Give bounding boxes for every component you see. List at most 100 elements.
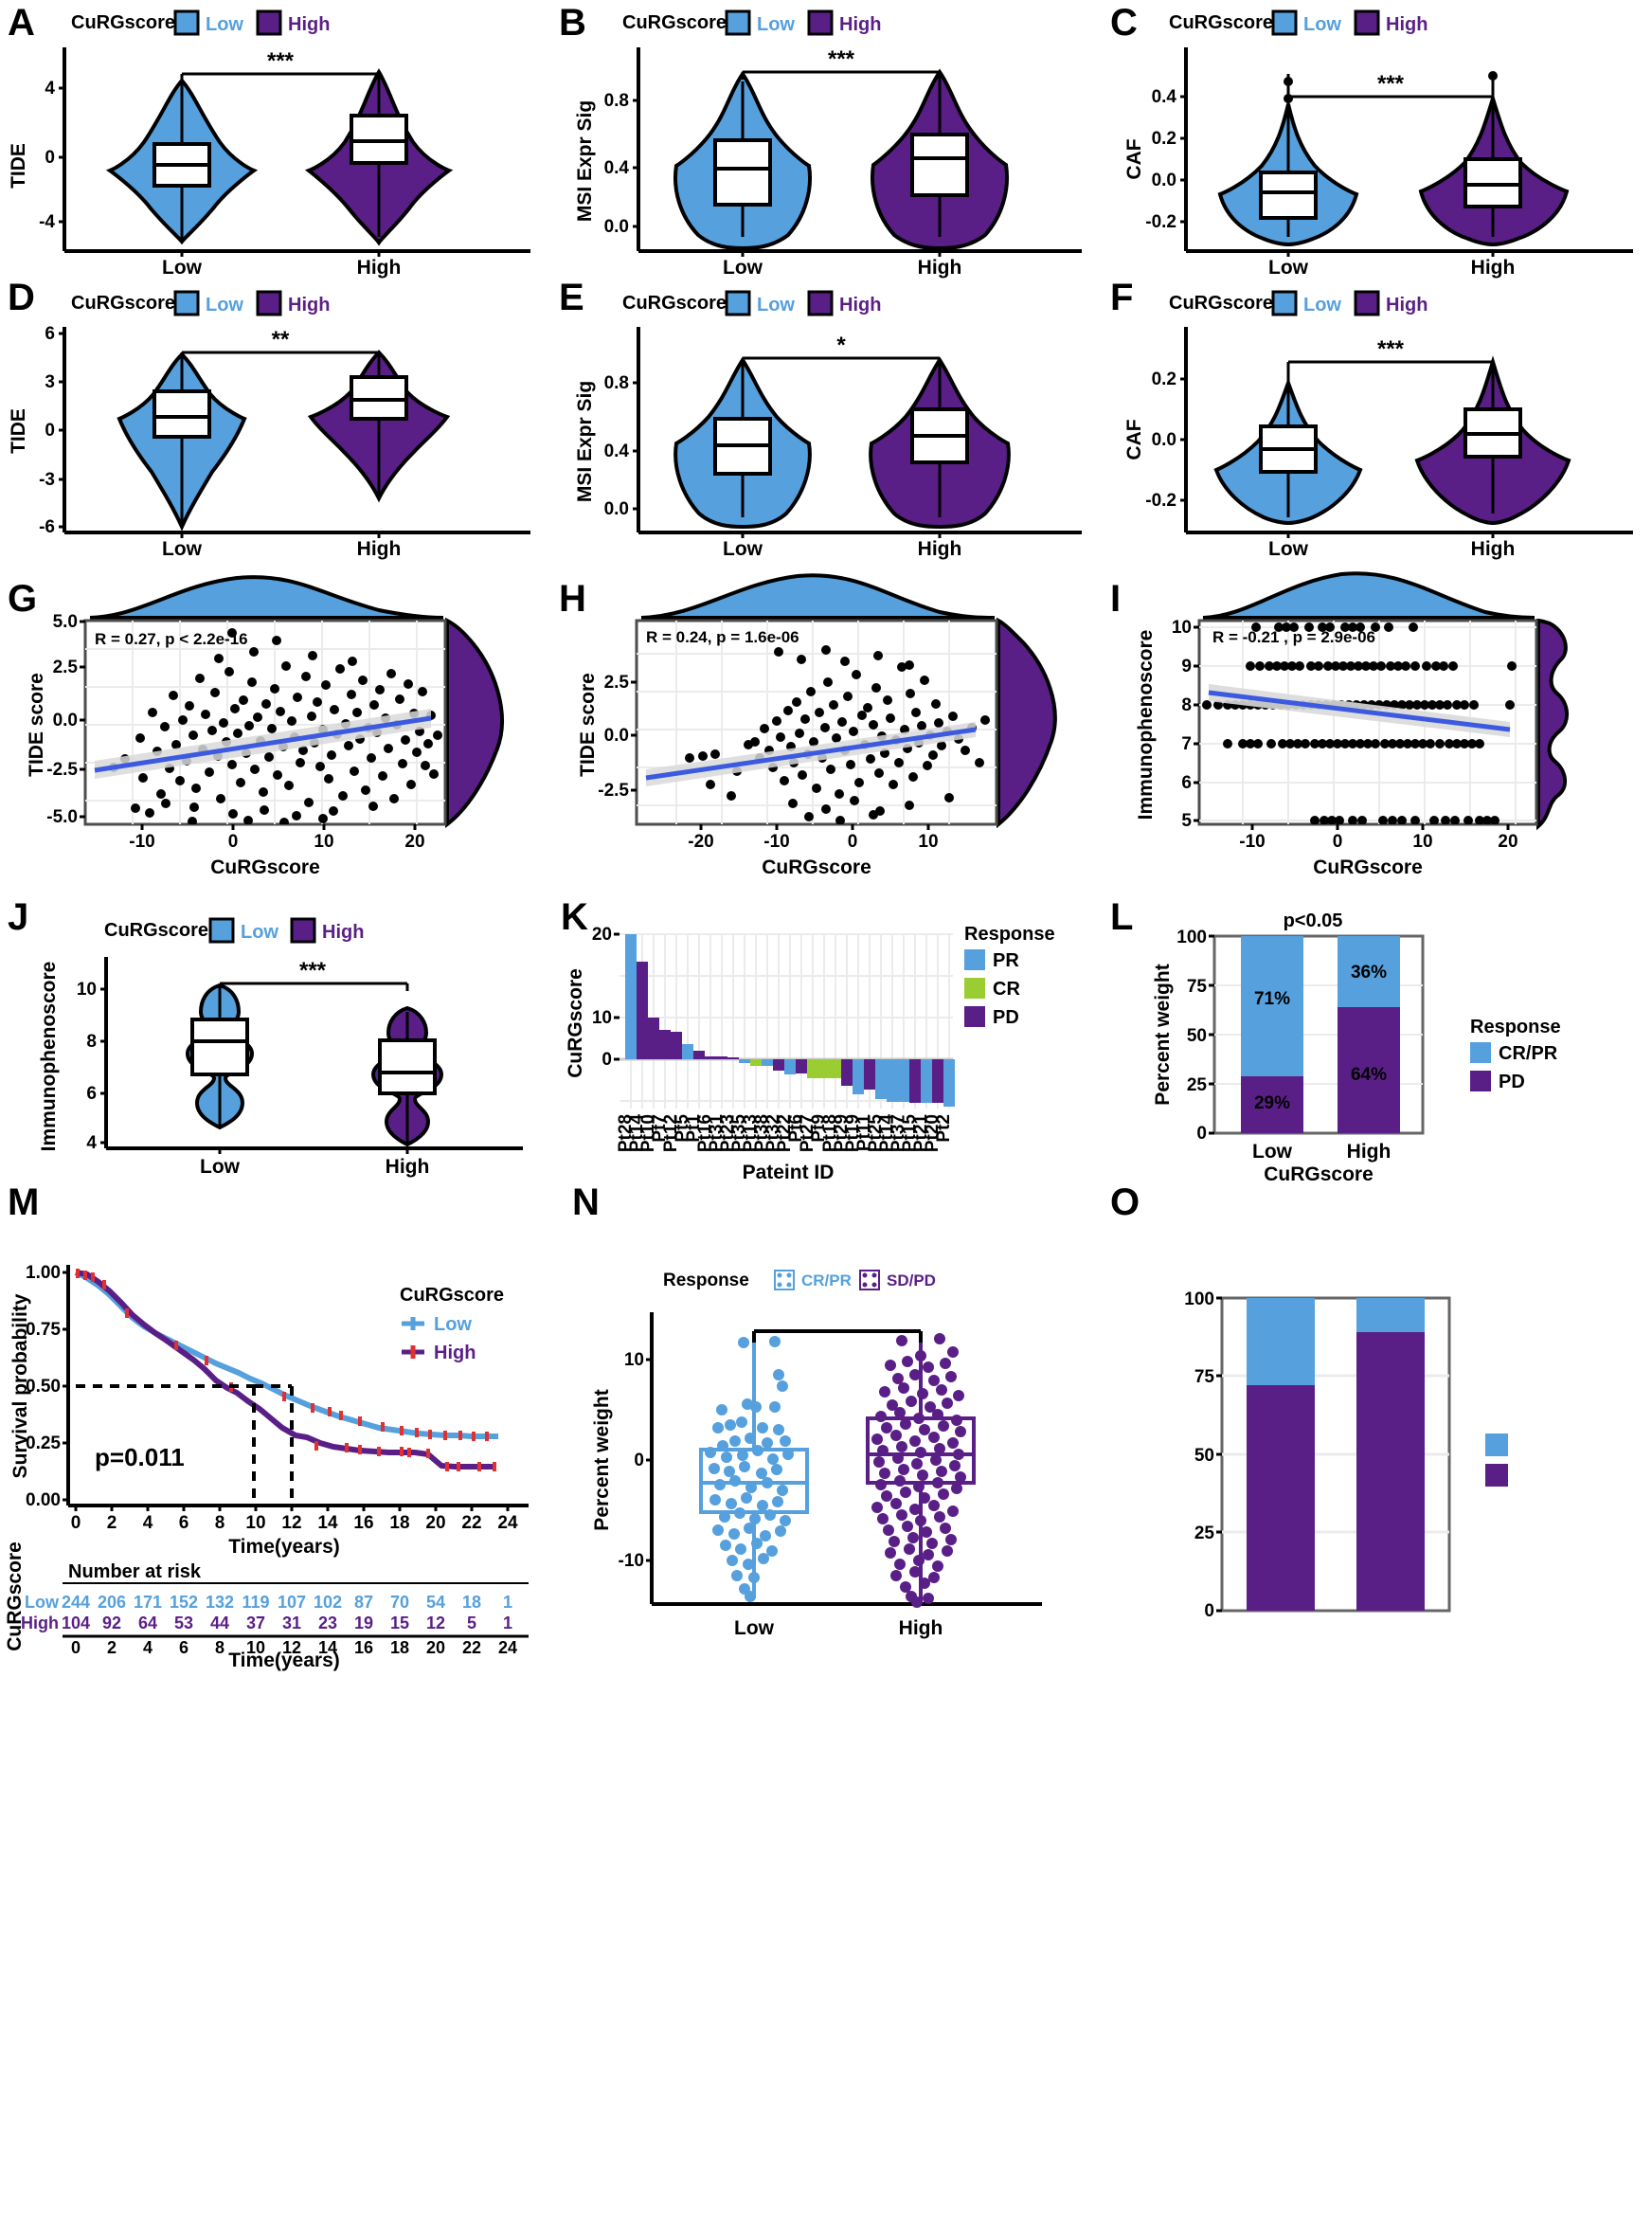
svg-text:18: 18: [389, 1513, 409, 1533]
bars-K: [625, 934, 955, 1107]
ytick-E-0: 0.8: [604, 373, 629, 393]
box-low-B: [713, 138, 772, 207]
svg-text:6: 6: [179, 1638, 189, 1657]
points-crpr-N: [705, 1336, 794, 1602]
svg-text:Pt28: Pt28: [616, 1114, 636, 1152]
legend-swatch-low-E: [725, 290, 751, 316]
scatter-chart-I: R = -0.21 , p = 2.9e-06 10 9 8 7 6 5 Imm…: [1135, 571, 1569, 878]
correlation-annotation-I: R = -0.21 , p = 2.9e-06: [1212, 628, 1375, 646]
svg-text:132: 132: [206, 1593, 234, 1612]
xlabel-G: CuRGscore: [210, 857, 320, 878]
bar-K-22: [875, 1059, 887, 1099]
legend-swatch-sdpd-N: [859, 1270, 880, 1290]
ylabel-N: Percent weight: [591, 1389, 613, 1530]
ytick-E-1: 0.4: [604, 442, 630, 461]
svg-text:0: 0: [71, 1638, 81, 1657]
svg-text:Pt23: Pt23: [718, 1114, 738, 1152]
legend-label-high-B: High: [839, 14, 881, 35]
svg-text:Pt5: Pt5: [673, 1114, 692, 1143]
legend-swatch-low-D: [173, 290, 200, 316]
ytick-J-0: 10: [77, 980, 97, 1000]
svg-text:Pt32: Pt32: [763, 1114, 783, 1152]
ylabel-B: MSI Expr Sig: [574, 100, 596, 222]
svg-text:16: 16: [354, 1638, 373, 1657]
ytick-D-4: -6: [39, 517, 55, 537]
bar-chart-L: p<0.05 71% 29% 36% 64% 100 75 50 25 0 Pe…: [1152, 911, 1561, 1185]
marginal-density-top-I: [1202, 571, 1535, 620]
panel-D: D CuRGscore Low High 6 3 0 -3 -6 TIDE **…: [0, 275, 549, 560]
legend-swatch-low-A: [173, 9, 200, 36]
xtick-C-0: Low: [1268, 257, 1309, 279]
bar-O-low-crpr: [1247, 1298, 1315, 1385]
legend-label-high-J: High: [322, 922, 364, 943]
panel-F: F CuRGscore Low High 0.2 0.0 -0.2 CAF **…: [1103, 275, 1652, 560]
svg-text:19: 19: [354, 1614, 373, 1632]
ytick-C-0: 0.4: [1152, 87, 1177, 107]
svg-text:Pt20: Pt20: [923, 1114, 943, 1152]
panel-label-C: C: [1110, 2, 1138, 44]
panel-H: H: [551, 568, 1103, 881]
svg-text:24: 24: [497, 1513, 518, 1533]
ylabel-K: CuRGscore: [565, 968, 586, 1078]
svg-text:44: 44: [210, 1614, 229, 1632]
bar-K-18: [830, 1059, 841, 1078]
svg-text:Pt29: Pt29: [832, 1114, 852, 1152]
legend-label-high-M: High: [434, 1343, 476, 1363]
bar-L-low-pd: [1241, 1076, 1303, 1133]
ytick-C-2: 0.0: [1152, 171, 1176, 190]
legend-title-E: CuRGscore: [622, 293, 727, 314]
violin-chart-A: CuRGscore Low High 4 0 -4 TIDE *** Low H…: [8, 9, 530, 279]
ylabel-C: CAF: [1123, 138, 1145, 179]
ytick-F-0: 0.2: [1152, 370, 1176, 389]
xtick-N-1: High: [899, 1617, 943, 1639]
xtick-D-1: High: [357, 538, 402, 560]
legend-swatch-high-C: [1354, 9, 1380, 36]
box-low-C: [1259, 171, 1318, 220]
legend-title-A: CuRGscore: [71, 12, 175, 33]
svg-text:12: 12: [282, 1638, 301, 1657]
bar-K-13: [773, 1059, 784, 1071]
fit-line-G: [94, 715, 432, 773]
xtick-A-1: High: [357, 257, 402, 279]
ytick-B-1: 0.4: [604, 158, 630, 178]
svg-text:2: 2: [107, 1513, 117, 1533]
legend-label-high-E: High: [839, 295, 881, 316]
svg-text:18: 18: [462, 1593, 481, 1612]
svg-text:6: 6: [179, 1513, 189, 1533]
significance-B: ***: [828, 46, 855, 72]
panel-M: M 1.00 0.75 0.50 0.25 0.00 Survival prob…: [0, 1180, 568, 1671]
ytick-I-4: 6: [1181, 773, 1192, 793]
legend-label-high-C: High: [1386, 14, 1428, 35]
xtick-J-1: High: [386, 1156, 430, 1178]
bar-K-23: [887, 1059, 898, 1102]
ylabel-E: MSI Expr Sig: [574, 381, 596, 502]
bar-K-11: [750, 1059, 762, 1066]
legend-label-crpr-L: CR/PR: [1499, 1043, 1558, 1064]
ylabel-J: Immunophenoscore: [38, 962, 60, 1152]
svg-text:14: 14: [317, 1513, 338, 1533]
violin-chart-J: CuRGscore Low High 10 8 6 4 Immunophenos…: [38, 917, 523, 1178]
survival-curve-high-M: [75, 1270, 496, 1470]
svg-text:22: 22: [462, 1638, 481, 1657]
bar-K-7: [705, 1056, 716, 1059]
ytick-L-4: 0: [1196, 1124, 1207, 1144]
xtick-A-0: Low: [162, 257, 203, 279]
ytick-A-0: 4: [45, 79, 55, 99]
legend-swatch-crpr-L: [1470, 1042, 1491, 1063]
bar-K-19: [841, 1059, 853, 1086]
xtick-D-0: Low: [162, 538, 203, 560]
svg-text:Pt19: Pt19: [843, 1114, 863, 1152]
panel-label-E: E: [559, 277, 584, 318]
bar-chart-O: 100 75 50 25 0: [1184, 1289, 1508, 1621]
legend-title-D: CuRGscore: [71, 293, 175, 314]
ytick-O-0: 100: [1184, 1289, 1214, 1309]
ytick-G-3: -2.5: [46, 760, 78, 780]
ytick-G-1: 2.5: [53, 658, 79, 677]
bar-K-27: [932, 1059, 943, 1103]
svg-text:Pt27: Pt27: [798, 1114, 817, 1152]
significance-F: ***: [1377, 336, 1405, 362]
violin-chart-E: CuRGscore Low High 0.8 0.4 0.0 MSI Expr …: [574, 290, 1082, 560]
legend-label-low-M: Low: [434, 1314, 472, 1335]
legend-label-low-A: Low: [206, 14, 243, 35]
xlabel-M: Time(years): [228, 1536, 340, 1558]
